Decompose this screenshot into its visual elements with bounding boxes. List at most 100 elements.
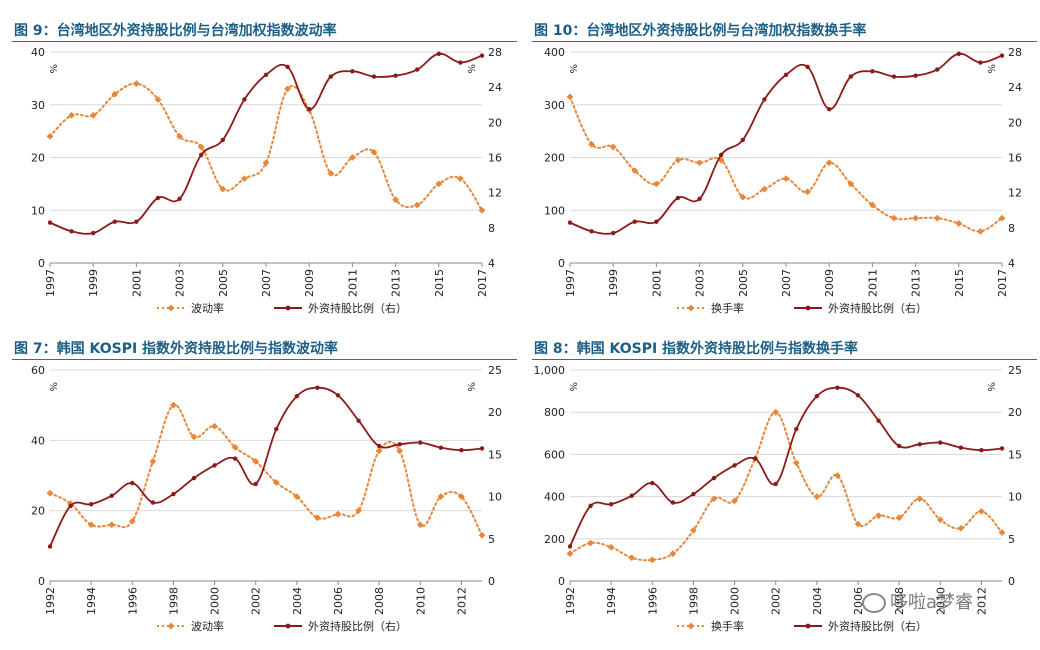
data-point <box>438 445 444 450</box>
data-point <box>293 493 301 500</box>
y-right-tick-label: 16 <box>488 152 502 165</box>
data-point <box>459 447 464 453</box>
chart-svg: 0 20 40 60 0 5 10 15 20 25% % 1992 1994 1996 1998 2000 2… <box>31 364 502 633</box>
chart-panel-fig9: 图 9：台湾地区外资持股比例与台湾加权指数波动率 0 10 20 30 40 4 8 12 16… <box>12 20 517 330</box>
y-right-tick-label: 5 <box>1008 533 1015 546</box>
x-tick-label: 2004 <box>811 587 824 615</box>
data-point <box>696 159 703 167</box>
y-right-unit: % <box>465 64 476 74</box>
title-rule <box>12 359 517 360</box>
watermark: 哆啦a梦睿 <box>862 588 973 614</box>
data-point <box>650 480 655 486</box>
y-right-tick-label: 12 <box>1008 187 1022 200</box>
data-point <box>458 60 463 65</box>
x-tick-label: 2009 <box>303 269 316 297</box>
data-point <box>370 148 378 156</box>
legend-marker <box>805 623 811 629</box>
data-point <box>977 227 984 235</box>
data-point <box>588 140 595 148</box>
y-right-tick-label: 12 <box>488 187 502 200</box>
data-point <box>335 393 341 398</box>
data-point <box>731 497 738 505</box>
chart-panel-fig7: 图 7：韩国 KOSPI 指数外资持股比例与指数波动率 0 20 40 60 0 5 10 1… <box>12 338 517 648</box>
data-point <box>199 152 204 158</box>
data-point <box>212 463 217 468</box>
y-right-tick-label: 24 <box>488 81 502 94</box>
data-point <box>567 544 573 549</box>
chart-title: 图 9：台湾地区外资持股比例与台湾加权指数波动率 <box>14 23 337 39</box>
y-right-tick-label: 25 <box>1008 364 1022 377</box>
chart-title: 图 8：韩国 KOSPI 指数外资持股比例与指数换手率 <box>534 341 859 357</box>
data-point <box>855 393 861 398</box>
y-right-tick-label: 25 <box>488 364 502 377</box>
data-point <box>835 385 840 390</box>
x-tick-label: 2002 <box>770 587 783 615</box>
data-point <box>435 180 443 188</box>
legend-marker <box>167 304 175 312</box>
data-point <box>611 230 616 236</box>
y-right-tick-label: 20 <box>488 116 502 129</box>
legend-marker <box>805 305 811 311</box>
y-left-tick-label: 40 <box>31 46 45 59</box>
legend-label: 外资持股比例（右） <box>308 619 407 633</box>
data-point <box>91 230 96 236</box>
data-point <box>46 489 54 497</box>
data-point <box>436 51 441 56</box>
data-point <box>396 447 404 455</box>
y-left-tick-label: 0 <box>38 575 45 588</box>
data-point <box>869 201 876 209</box>
data-point <box>284 85 291 93</box>
data-point <box>848 74 853 79</box>
data-point <box>628 554 636 562</box>
x-tick-label: 2005 <box>737 269 750 297</box>
data-point <box>773 481 778 487</box>
x-tick-label: 2007 <box>780 269 793 297</box>
data-point <box>912 214 919 222</box>
series-line-dotted <box>569 95 1003 233</box>
y-right-unit: % <box>985 64 996 74</box>
y-left-unit: % <box>47 64 58 74</box>
y-left-tick-label: 10 <box>31 204 45 217</box>
data-point <box>88 501 94 507</box>
data-point <box>870 69 875 74</box>
data-point <box>413 201 421 209</box>
data-point <box>416 521 424 529</box>
y-left-tick-label: 0 <box>38 257 45 270</box>
y-left-tick-label: 20 <box>31 505 45 518</box>
data-point <box>654 219 659 224</box>
data-point <box>697 196 702 202</box>
data-point <box>334 510 342 518</box>
data-point <box>891 74 897 79</box>
x-tick-label: 1994 <box>85 587 98 615</box>
chart-title: 图 7：韩国 KOSPI 指数外资持股比例与指数波动率 <box>14 341 339 357</box>
y-left-tick-label: 0 <box>558 575 565 588</box>
data-point <box>813 493 821 500</box>
y-left-unit: % <box>567 64 578 74</box>
data-point <box>263 72 269 78</box>
data-point <box>349 154 356 161</box>
data-point <box>890 214 898 222</box>
x-tick-label: 1994 <box>605 587 618 615</box>
y-right-tick-label: 10 <box>1008 491 1022 504</box>
data-point <box>415 67 420 72</box>
y-left-tick-label: 40 <box>31 434 45 447</box>
y-left-tick-label: 300 <box>544 99 565 112</box>
x-tick-label: 2004 <box>291 587 304 615</box>
data-point <box>397 442 402 447</box>
data-point <box>783 72 789 78</box>
data-point <box>479 53 485 58</box>
data-point <box>588 503 593 509</box>
data-point <box>350 69 355 74</box>
data-point <box>566 93 574 101</box>
data-point <box>219 185 227 193</box>
legend-label: 波动率 <box>191 619 224 633</box>
series-line-dotted <box>49 404 483 537</box>
data-point <box>827 106 832 112</box>
x-tick-label: 2007 <box>260 269 273 297</box>
data-point <box>935 67 940 72</box>
y-right-tick-label: 28 <box>1008 46 1022 59</box>
data-point <box>232 456 238 461</box>
data-point <box>327 169 335 177</box>
x-tick-label: 2000 <box>209 587 222 615</box>
x-tick-label: 2006 <box>852 587 865 615</box>
